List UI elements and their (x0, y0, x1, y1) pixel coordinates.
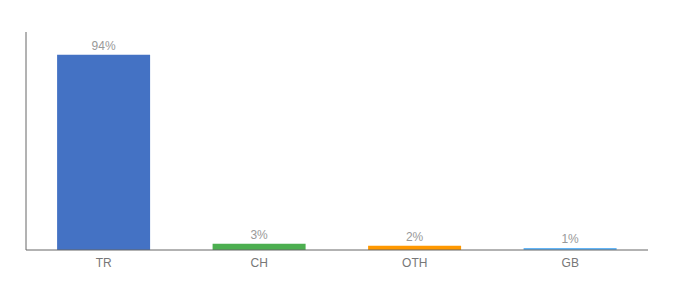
svg-text:OTH: OTH (402, 256, 427, 270)
svg-text:CH: CH (251, 256, 268, 270)
svg-text:94%: 94% (92, 39, 116, 53)
svg-text:3%: 3% (250, 228, 268, 242)
svg-text:2%: 2% (406, 230, 424, 244)
svg-text:GB: GB (562, 256, 579, 270)
svg-text:TR: TR (96, 256, 112, 270)
svg-text:1%: 1% (561, 232, 579, 246)
